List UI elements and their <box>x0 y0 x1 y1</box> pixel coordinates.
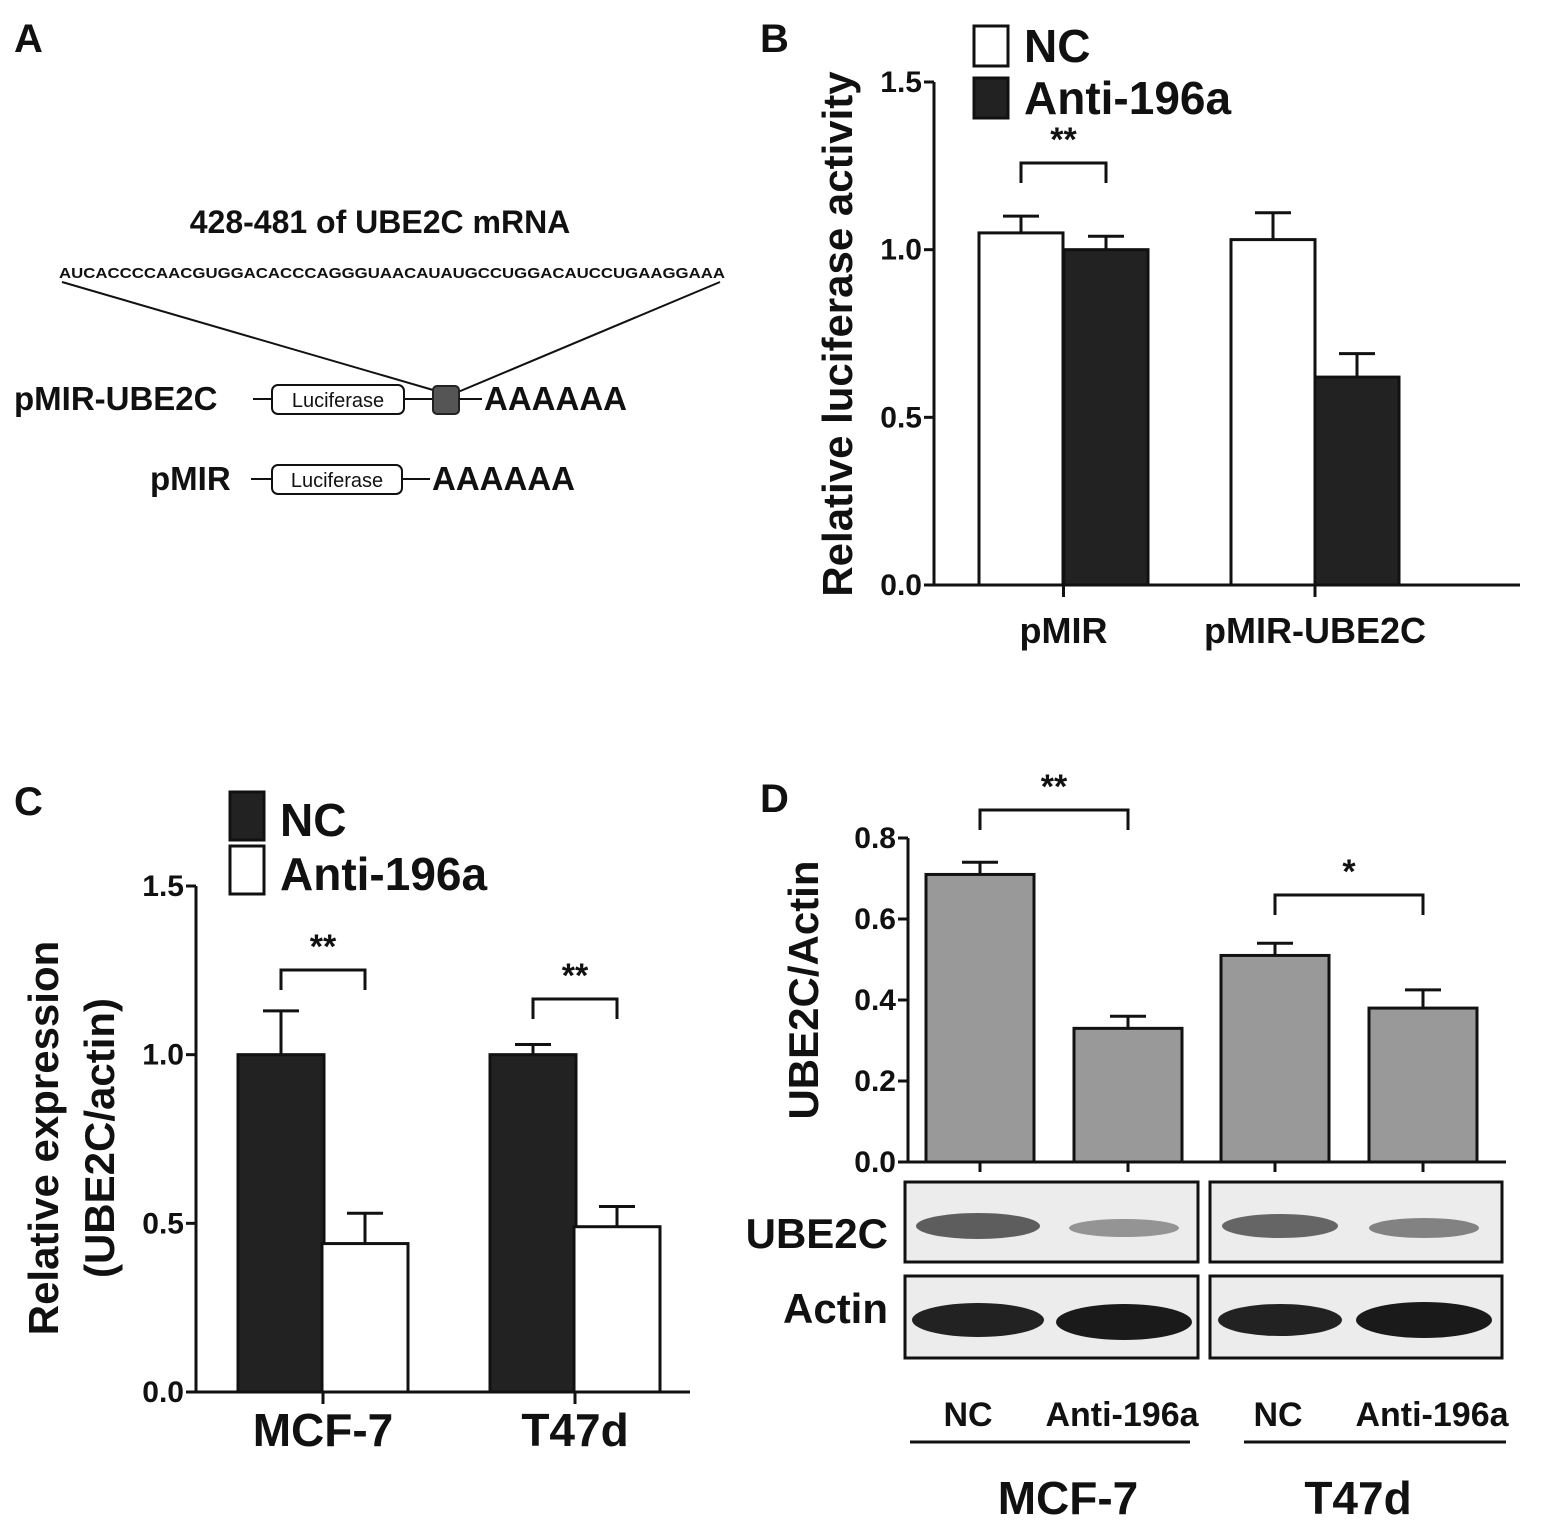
y-tick-label: 1.5 <box>142 870 184 903</box>
band-actin-4 <box>1356 1302 1492 1338</box>
bar <box>977 231 1065 587</box>
panel-d-letter: D <box>760 777 789 821</box>
legend-label: Anti-196a <box>280 848 487 900</box>
y-axis-title: Relative expression <box>20 941 67 1336</box>
group-label-t47d: T47d <box>1304 1472 1411 1524</box>
blot-row-label-actin: Actin <box>783 1285 888 1332</box>
y-tick-label: 0.4 <box>854 984 896 1017</box>
lane-label-4: Anti-196a <box>1355 1396 1509 1434</box>
luciferase-label-1: Luciferase <box>292 390 384 412</box>
bar <box>1313 375 1401 587</box>
bar <box>236 1053 326 1394</box>
bar <box>1367 1006 1479 1164</box>
panel-a: A 428-481 of UBE2C mRNA AUCACCCCAACGUGGA… <box>14 17 725 497</box>
significance-bracket <box>1273 893 1425 915</box>
significance-bracket <box>978 808 1130 830</box>
y-tick-label: 0.0 <box>880 569 922 602</box>
lane-label-1: NC <box>943 1396 992 1434</box>
zoom-line-left <box>61 281 441 393</box>
significance-label: ** <box>310 928 337 966</box>
legend-swatch <box>972 24 1010 68</box>
legend-swatch <box>228 790 266 842</box>
bar <box>572 1225 662 1394</box>
y-axis-title: UBE2C/Actin <box>780 860 827 1119</box>
mrna-sequence: AUCACCCCAACGUGGACACCCAGGGUAACAUAUGCCUGGA… <box>59 265 725 282</box>
zoom-line-right <box>457 281 721 393</box>
significance-bracket <box>279 968 367 990</box>
significance-bracket <box>531 997 619 1019</box>
luciferase-label-2: Luciferase <box>291 470 383 492</box>
y-tick-label: 0.2 <box>854 1065 896 1098</box>
region-title: 428-481 of UBE2C mRNA <box>190 204 571 240</box>
panel-b-chart: B 0.0 0.5 1.0 1.5 Relative luciferase activi… <box>760 17 1520 651</box>
band-actin-3 <box>1218 1304 1342 1336</box>
panel-c-letter: C <box>14 780 43 824</box>
blot-row-label-ube2c: UBE2C <box>746 1210 888 1257</box>
panel-a-letter: A <box>14 17 43 61</box>
lane-label-2: Anti-196a <box>1045 1396 1199 1434</box>
y-tick-label: 0.8 <box>854 822 896 855</box>
band-ube2c-2 <box>1069 1219 1179 1237</box>
legend-swatch <box>228 844 266 896</box>
y-tick-label: 0.6 <box>854 903 896 936</box>
y-tick-label: 1.0 <box>880 234 922 267</box>
lane-label-3: NC <box>1253 1396 1302 1434</box>
construct-2-name: pMIR <box>150 460 231 497</box>
bar <box>1062 248 1150 587</box>
x-tick-label: pMIR-UBE2C <box>1204 610 1426 651</box>
bar <box>1219 953 1331 1164</box>
y-tick-label: 1.0 <box>142 1039 184 1072</box>
significance-label: * <box>1342 853 1356 891</box>
bar <box>488 1053 578 1394</box>
panel-c-chart: C 0.0 0.5 1.0 1.5 Relative expression (UBE2C/… <box>14 780 690 1456</box>
band-ube2c-4 <box>1369 1218 1479 1238</box>
y-axis-title: Relative luciferase activity <box>814 71 861 597</box>
bar <box>320 1242 410 1394</box>
band-actin-1 <box>912 1303 1044 1337</box>
y-tick-label: 0.0 <box>142 1376 184 1409</box>
y-tick-label: 0.0 <box>854 1146 896 1179</box>
x-tick-label: pMIR <box>1020 610 1108 651</box>
construct-1-tail: AAAAAA <box>484 380 627 417</box>
y-tick-label: 1.5 <box>880 66 922 99</box>
significance-label: ** <box>562 957 589 995</box>
x-tick-label: T47d <box>521 1404 628 1456</box>
y-axis-title: (UBE2C/actin) <box>76 998 123 1278</box>
band-ube2c-3 <box>1222 1214 1338 1238</box>
legend-label: NC <box>1024 20 1090 72</box>
western-blot: UBE2C Actin NC Anti-196a NC Anti-196a MC… <box>746 1180 1510 1524</box>
panel-b-letter: B <box>760 17 789 61</box>
legend-label: Anti-196a <box>1024 72 1231 124</box>
construct-2-tail: AAAAAA <box>432 460 575 497</box>
significance-bracket <box>1019 161 1108 183</box>
x-tick-label: MCF-7 <box>253 1404 394 1456</box>
band-ube2c-1 <box>916 1213 1040 1239</box>
legend-swatch <box>972 76 1010 120</box>
y-tick-label: 0.5 <box>142 1207 184 1240</box>
bar <box>924 872 1036 1164</box>
construct-1-name: pMIR-UBE2C <box>14 380 218 417</box>
y-tick-label: 0.5 <box>880 401 922 434</box>
bar <box>1072 1026 1184 1164</box>
target-site-box <box>432 385 460 415</box>
significance-label: ** <box>1041 768 1068 806</box>
legend-label: NC <box>280 794 346 846</box>
bar <box>1229 238 1317 587</box>
band-actin-2 <box>1056 1304 1192 1340</box>
group-label-mcf7: MCF-7 <box>998 1472 1139 1524</box>
significance-label: ** <box>1050 121 1077 159</box>
